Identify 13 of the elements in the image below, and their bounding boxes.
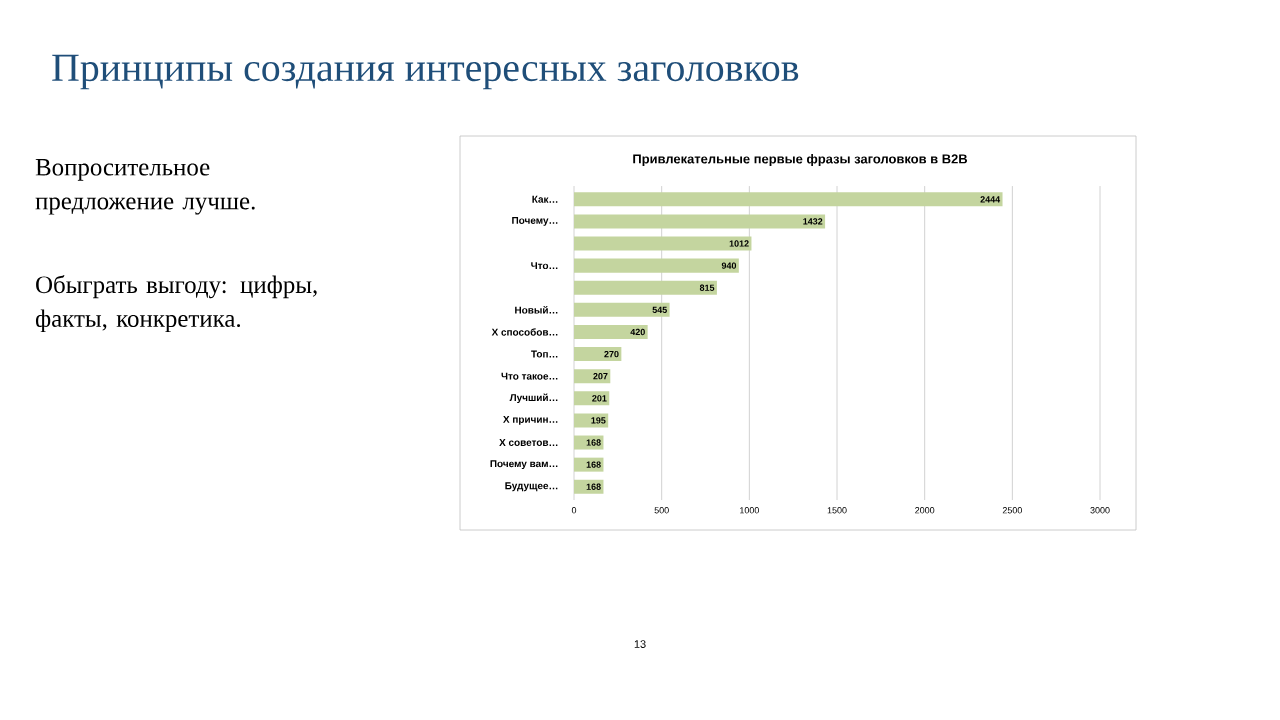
bar: [574, 369, 611, 384]
bar: [574, 192, 1003, 207]
text: Обыграть выгоду: цифры, факты, конкретика.: [35, 275, 317, 333]
bar: [574, 214, 826, 229]
bar: [574, 280, 717, 295]
text: Вопросительное предложение лучше.: [35, 159, 255, 215]
bar: [574, 258, 739, 273]
bar: [574, 302, 670, 317]
bar: [574, 347, 622, 362]
bar: [574, 324, 648, 339]
bar: [574, 236, 752, 251]
text: Принципы создания интересных заголовков: [52, 54, 799, 90]
bar: [574, 391, 610, 406]
